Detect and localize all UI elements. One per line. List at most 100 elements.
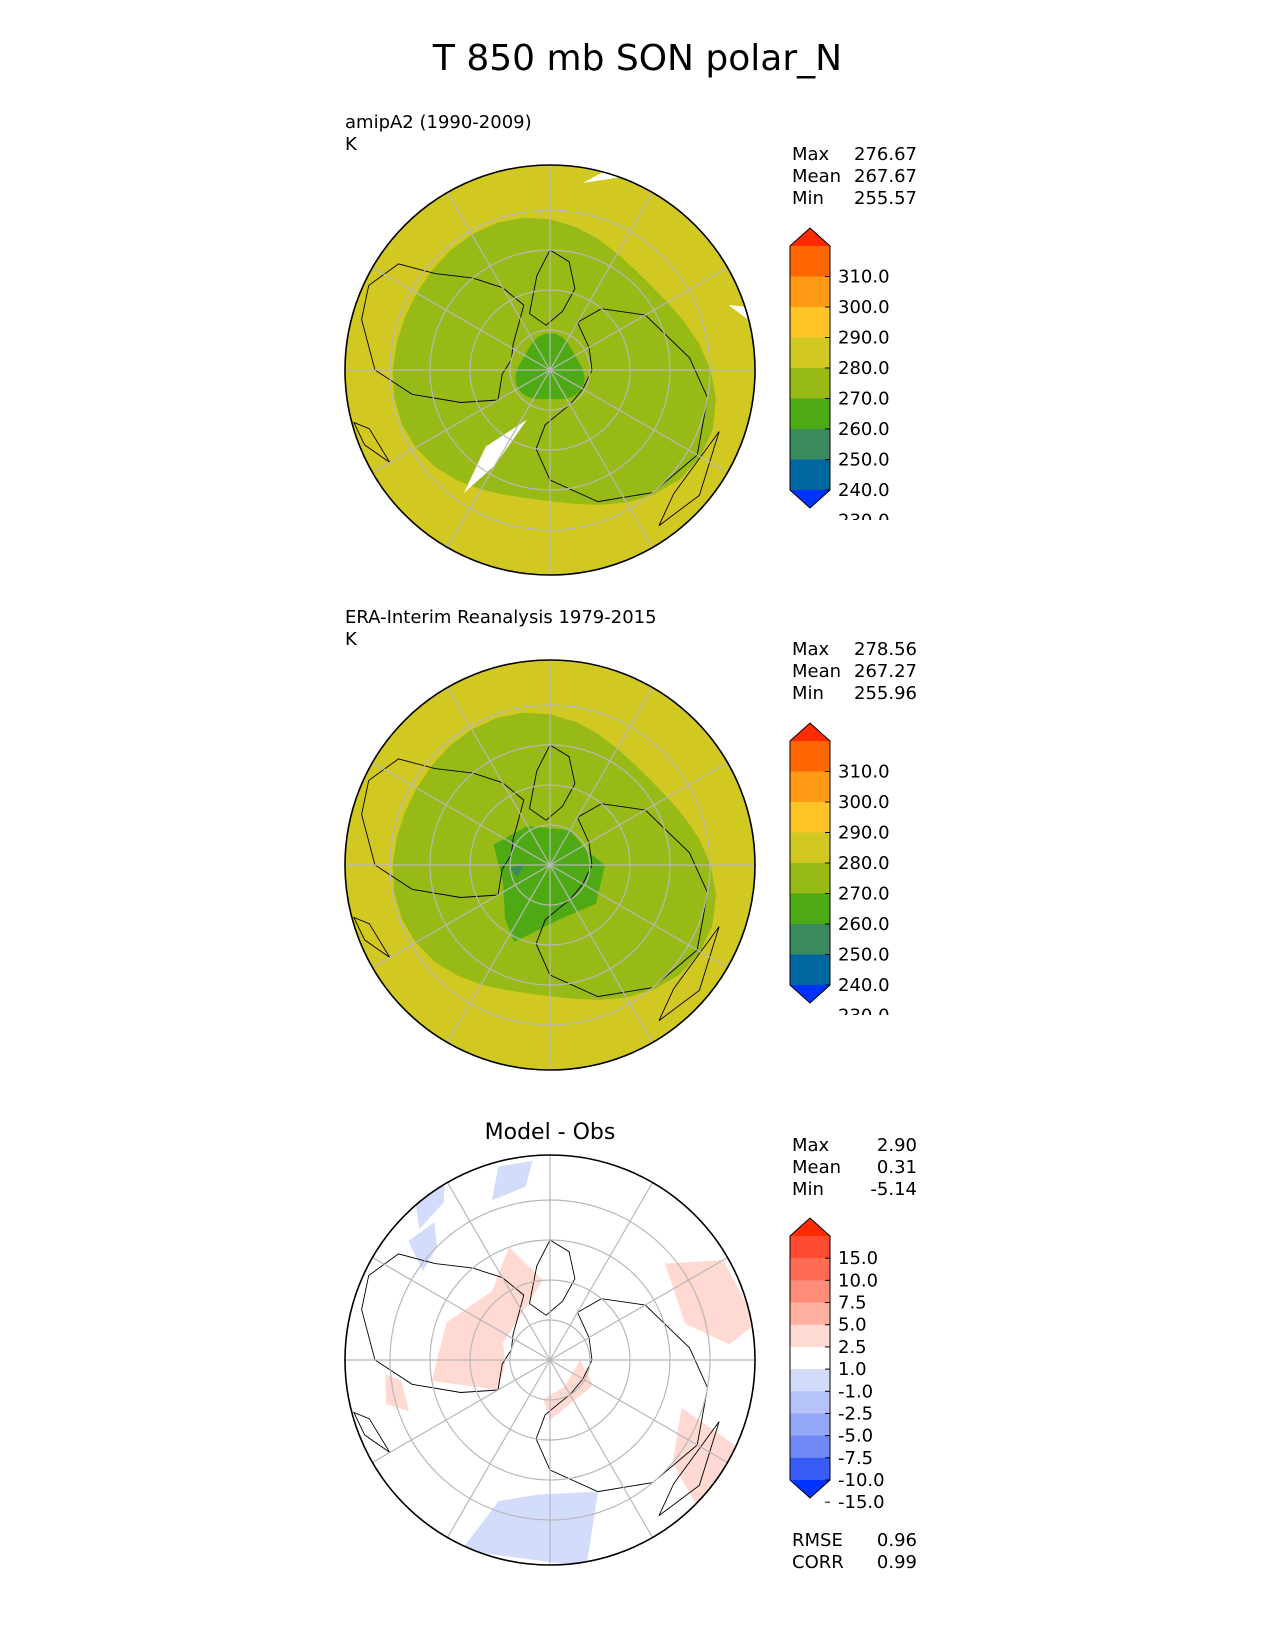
colorbar-tick-label: 240.0 [838, 975, 890, 996]
colorbar-model: 310.0 300.0 290.0 280.0 270.0 260.0 250.0 240.0… [789, 227, 890, 521]
stat-label: Mean [792, 166, 842, 187]
polar-map-model [344, 164, 756, 576]
longitude-line [549, 687, 654, 866]
colorbar-tick-label: 230.0 [838, 511, 890, 521]
colorbar-tick-label: 2.5 [838, 1337, 867, 1358]
colorbar-band [790, 368, 830, 399]
panel-1-units: K [345, 134, 357, 155]
colorbar-band [790, 741, 830, 772]
colorbar-tick-label: 7.5 [838, 1293, 867, 1314]
coastline [658, 1421, 720, 1516]
stat-value: 2.90 [876, 1135, 917, 1156]
coastline [352, 1411, 391, 1453]
colorbar-tick-label: 290.0 [838, 823, 890, 844]
field-250-260 [493, 826, 605, 942]
stat-label: Max [792, 639, 830, 660]
stat-value: 278.56 [854, 639, 917, 660]
stat-value: 255.96 [854, 683, 917, 704]
coastline [352, 421, 391, 463]
colorbar-tick-label: 10.0 [838, 1270, 878, 1291]
coastline [361, 263, 525, 403]
stat-label: Mean [792, 661, 842, 682]
colorbar-band [790, 1302, 830, 1326]
colorbar-band [790, 1435, 830, 1459]
figure-title: T 850 mb SON polar_N [432, 38, 843, 79]
coastline [529, 249, 576, 326]
colorbar-tick-label: 260.0 [838, 419, 890, 440]
longitude-line [372, 1359, 551, 1464]
colorbar-band [790, 307, 830, 338]
colorbar-tick-label: 280.0 [838, 853, 890, 874]
colorbar-band [790, 832, 830, 864]
colorbar-tick-label: 310.0 [838, 762, 890, 783]
stat-label: Min [792, 1179, 824, 1200]
stat-value: 267.67 [854, 166, 917, 187]
colorbar-band [790, 924, 830, 955]
colorbar-band [790, 429, 830, 460]
longitude-line [372, 369, 551, 474]
map-boundary [344, 164, 756, 576]
colorbar-tick-label: 300.0 [838, 297, 890, 318]
stat-label: Mean [792, 1157, 842, 1178]
colorbar-tick-label: -2.5 [838, 1403, 873, 1424]
polar-map-obs [344, 659, 756, 1071]
colorbar-band [790, 771, 830, 803]
longitude-line [549, 864, 654, 1043]
colorbar-band [790, 337, 830, 369]
colorbar-band [790, 1457, 830, 1481]
colorbar-extend-top [790, 1218, 830, 1236]
stat-label: Min [792, 683, 824, 704]
longitude-line [446, 864, 551, 1043]
stat-label: Max [792, 1135, 830, 1156]
colorbar-tick-label: 270.0 [838, 884, 890, 905]
colorbar-tick-label: 250.0 [838, 450, 890, 471]
coastline [352, 916, 391, 958]
metric-label: RMSE [792, 1530, 843, 1551]
longitude-line [549, 864, 728, 969]
longitude-line [446, 1182, 551, 1361]
colorbar-tick-label: -1.0 [838, 1381, 873, 1402]
colorbar-tick-label: 290.0 [838, 328, 890, 349]
colorbar-diff: 15.010.07.55.02.51.0-1.0-2.5-5.0-7.5-10.… [789, 1217, 885, 1510]
colorbar-band [790, 459, 830, 491]
colorbar-tick-label: -5.0 [838, 1426, 873, 1447]
colorbar-band [790, 893, 830, 925]
colorbar-band [790, 1324, 830, 1348]
stat-value: -5.14 [870, 1179, 917, 1200]
field-240-250 [510, 862, 526, 877]
longitude-line [549, 1359, 654, 1538]
field-negative [415, 1178, 445, 1230]
colorbar-tick-label: 230.0 [838, 1006, 890, 1016]
colorbar-band [790, 1369, 830, 1392]
stat-value: 255.57 [854, 188, 917, 209]
field-negative [408, 1222, 437, 1272]
stat-value: 0.31 [876, 1157, 917, 1178]
longitude-line [549, 1182, 654, 1361]
colorbar-tick-label: 1.0 [838, 1359, 867, 1380]
longitude-line [549, 1256, 728, 1361]
stat-value: 276.67 [854, 144, 917, 165]
panel-2-units: K [345, 629, 357, 650]
longitude-line [549, 1359, 728, 1464]
longitude-line [372, 761, 551, 866]
panel-3-title: Model - Obs [484, 1120, 616, 1145]
colorbar-band [790, 1346, 830, 1370]
coastline [361, 1253, 525, 1393]
polar-map-diff [344, 1154, 756, 1566]
colorbar-tick-label: -7.5 [838, 1448, 873, 1469]
colorbar-band [790, 1258, 830, 1281]
colorbar-tick-label: -10.0 [838, 1470, 885, 1491]
colorbar-tick-label: 270.0 [838, 389, 890, 410]
panel-2-stats: Max 278.56 Mean 267.27 Min 255.96 [792, 639, 917, 705]
colorbar-tick-label: 280.0 [838, 358, 890, 379]
colorbar-tick-label: 5.0 [838, 1315, 867, 1336]
colorbar-band [790, 398, 830, 430]
colorbar-band [790, 802, 830, 833]
colorbar-extend-top [790, 723, 830, 741]
longitude-line [549, 761, 728, 866]
colorbar-tick-label: 300.0 [838, 792, 890, 813]
colorbar-extend-bottom [790, 490, 830, 508]
panel-1-title: amipA2 (1990-2009) [345, 112, 532, 133]
colorbar-band [790, 246, 830, 277]
longitude-line [549, 369, 654, 548]
